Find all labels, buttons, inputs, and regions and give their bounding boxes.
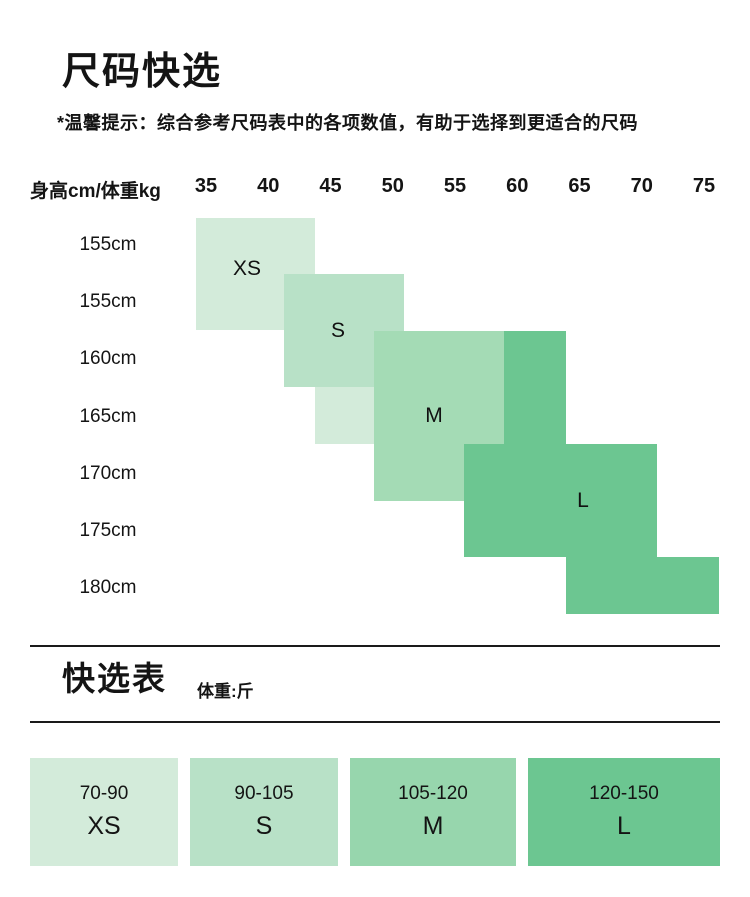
weight-range-label: 70-90 bbox=[79, 783, 129, 804]
axis-corner-label: 身高cm/体重kg bbox=[30, 181, 161, 202]
size-region-label-l: L bbox=[577, 489, 589, 512]
size-region-l bbox=[504, 331, 566, 444]
divider-top bbox=[30, 645, 720, 647]
size-region-m bbox=[374, 331, 504, 444]
weight-tick: 60 bbox=[506, 175, 529, 197]
size-region-label-m: M bbox=[425, 404, 443, 427]
weight-range-label: 105-120 bbox=[398, 783, 468, 804]
quick-table-title: 快选表 bbox=[62, 660, 167, 697]
size-name-label: XS bbox=[87, 812, 121, 840]
divider-bottom bbox=[30, 721, 720, 723]
size-name-label: M bbox=[422, 812, 444, 840]
quick-size-box-xs: 70-90 XS bbox=[30, 758, 178, 866]
weight-tick: 65 bbox=[568, 175, 591, 197]
weight-tick: 40 bbox=[257, 175, 280, 197]
size-name-label: L bbox=[617, 812, 631, 840]
height-tick: 165cm bbox=[79, 405, 137, 427]
weight-range-label: 90-105 bbox=[234, 783, 294, 804]
size-name-label: S bbox=[255, 812, 273, 840]
size-region-label-s: S bbox=[330, 319, 346, 342]
size-region-m bbox=[374, 444, 464, 501]
weight-range-label: 120-150 bbox=[589, 783, 659, 804]
quick-size-box-l: 120-150 L bbox=[528, 758, 720, 866]
page-title: 尺码快选 bbox=[62, 51, 223, 93]
size-region-l bbox=[566, 557, 719, 614]
weight-tick: 70 bbox=[630, 175, 653, 197]
weight-tick: 35 bbox=[194, 175, 218, 197]
height-tick: 175cm bbox=[79, 520, 137, 541]
weight-tick: 50 bbox=[381, 175, 404, 197]
size-region-l bbox=[464, 444, 657, 557]
height-tick: 160cm bbox=[79, 348, 137, 370]
height-tick: 170cm bbox=[79, 462, 137, 484]
size-region-label-xs: XS bbox=[232, 257, 262, 280]
weight-unit-label: 体重:斤 bbox=[197, 682, 254, 701]
height-tick: 155cm bbox=[79, 234, 137, 255]
quick-size-box-s: 90-105 S bbox=[190, 758, 338, 866]
weight-tick: 45 bbox=[319, 175, 342, 197]
weight-tick: 75 bbox=[692, 175, 716, 197]
size-region-s bbox=[315, 387, 374, 444]
tip-text: *温馨提示：综合参考尺码表中的各项数值，有助于选择到更适合的尺码 bbox=[57, 113, 639, 133]
weight-tick: 55 bbox=[443, 175, 467, 197]
height-tick: 155cm bbox=[79, 291, 137, 313]
quick-size-box-m: 105-120 M bbox=[350, 758, 516, 866]
height-tick: 180cm bbox=[79, 577, 137, 599]
